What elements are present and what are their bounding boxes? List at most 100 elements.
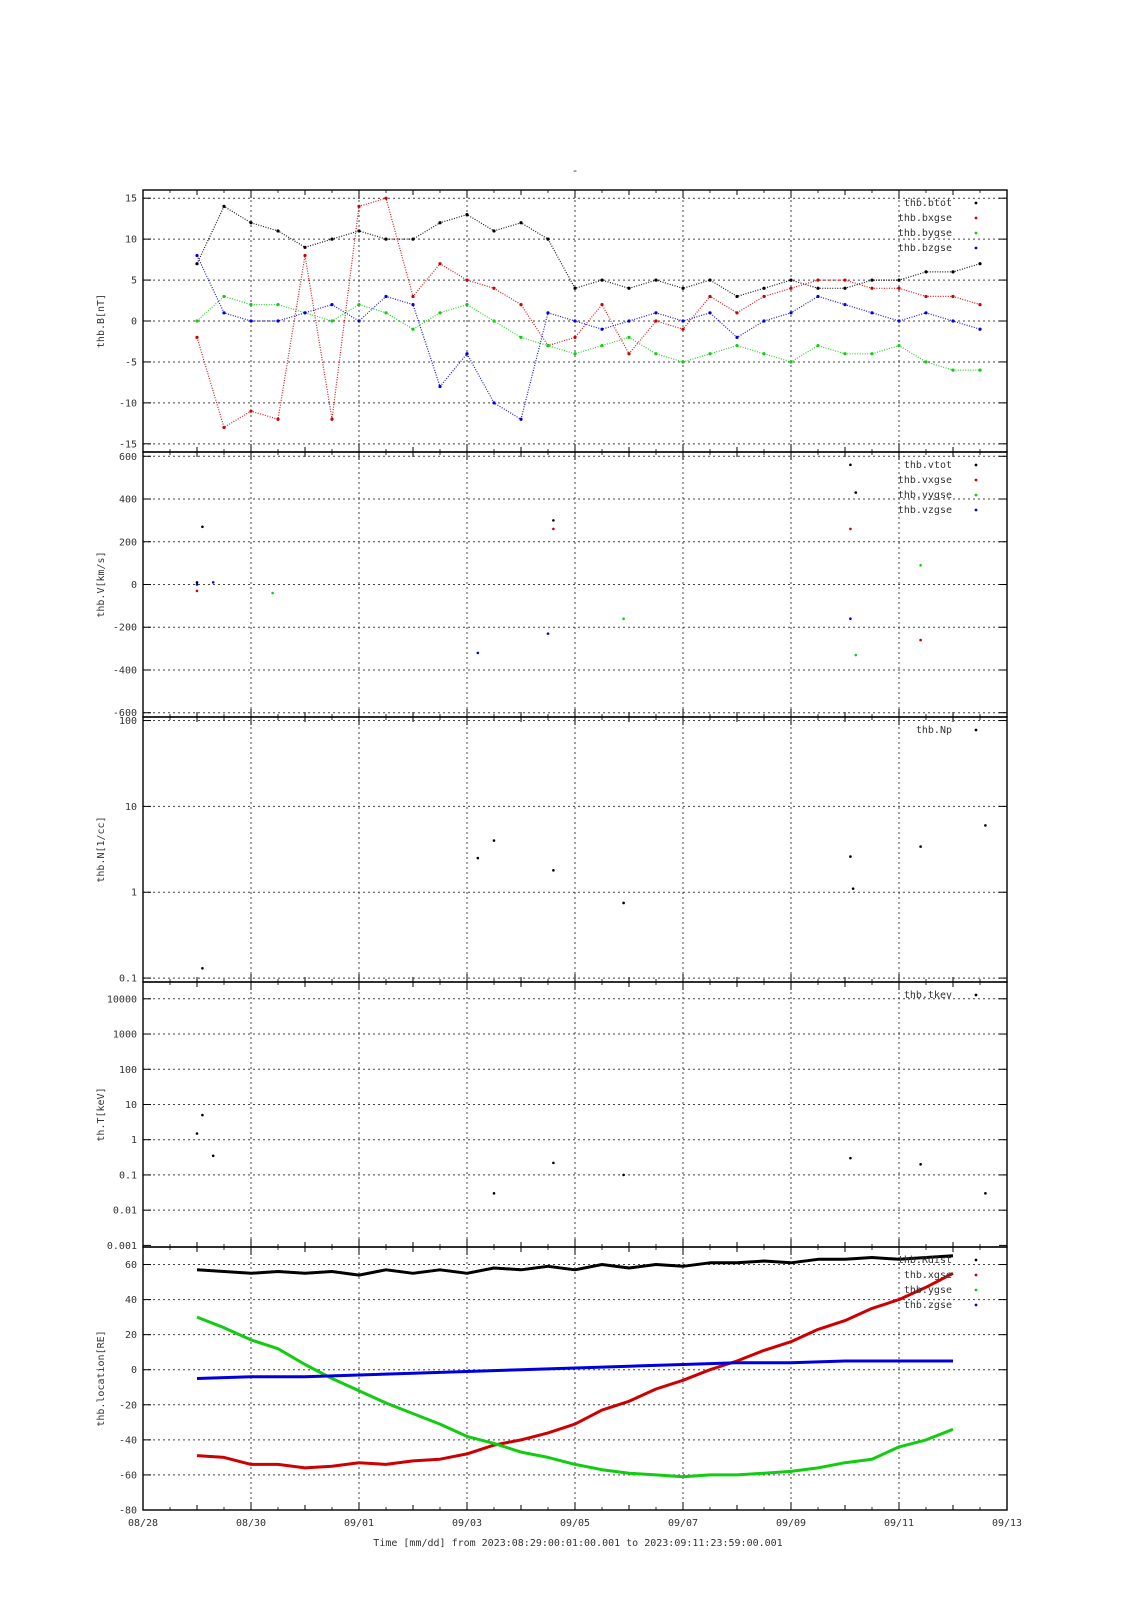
data-point: [870, 286, 874, 290]
data-point: [851, 887, 855, 890]
time-axis-label: Time [mm/dd] from 2023:08:29:00:01:00.00…: [373, 1538, 782, 1549]
data-point: [357, 229, 361, 233]
data-point: [897, 343, 901, 348]
data-point: [951, 270, 955, 274]
data-point: [384, 237, 388, 241]
data-point: [854, 491, 858, 494]
data-point: [552, 869, 555, 872]
legend-marker-thb.bxgse: [974, 216, 978, 220]
data-point: [411, 327, 415, 331]
y-axis-label: thb.N[1/cc]: [96, 816, 107, 882]
panel-3: 0.1 1 10 100 thb.N[1/cc] thb.Np: [96, 716, 1008, 985]
legend-marker-thb.Np: [974, 728, 978, 732]
y-axis-label: thb.B[nT]: [96, 294, 107, 348]
y-tick-label: 40: [125, 1295, 137, 1306]
data-point: [600, 343, 604, 348]
legend-label-thb.zgse: thb.zgse: [904, 1300, 952, 1311]
panel-data: [195, 196, 982, 430]
data-point: [681, 327, 685, 331]
data-point: [919, 845, 922, 848]
legend-marker-thb.bzgse: [974, 246, 978, 250]
data-point: [897, 319, 901, 323]
data-point: [622, 901, 625, 905]
y-tick-label: 0: [131, 317, 137, 328]
data-point: [195, 583, 199, 586]
y-tick-label: -15: [119, 439, 137, 450]
data-point: [849, 617, 852, 620]
legend-marker-thb.zgse: [974, 1303, 978, 1307]
y-tick-label: -20: [119, 1400, 137, 1411]
y-tick-label: 10: [125, 1100, 137, 1111]
data-point: [849, 1156, 852, 1160]
data-point: [384, 311, 388, 315]
series-line-thb.Rdist: [196, 1254, 954, 1277]
data-point: [276, 417, 280, 421]
panel-data: [201, 824, 987, 970]
data-point: [357, 303, 361, 307]
data-point: [681, 286, 685, 290]
data-point: [600, 278, 604, 282]
y-tick-label: -80: [119, 1506, 137, 1517]
data-point: [843, 286, 847, 290]
data-point: [622, 617, 625, 620]
data-point: [546, 343, 550, 348]
time-axis: 08/28 08/30 09/01 09/03 09/05 09/07 09/09 09/11…: [128, 1518, 1022, 1529]
data-point: [438, 262, 442, 266]
data-point: [476, 651, 480, 655]
data-point: [978, 303, 982, 307]
data-point: [492, 1192, 496, 1195]
y-tick-label: 200: [119, 537, 137, 548]
data-point: [465, 303, 469, 307]
legend-marker-thb.tkev: [974, 993, 978, 997]
data-point: [762, 286, 766, 290]
data-point: [978, 327, 982, 331]
data-point: [816, 286, 820, 290]
data-point: [843, 352, 847, 356]
data-point: [816, 343, 820, 348]
data-point: [411, 303, 415, 307]
panel-data: [196, 1254, 954, 1479]
data-point: [951, 368, 955, 372]
data-point: [195, 319, 199, 323]
data-point: [276, 229, 280, 233]
series-trace-thb.bygse: [196, 295, 980, 371]
data-point: [201, 966, 204, 970]
y-tick-label: 0.1: [119, 1170, 137, 1181]
y-tick-label: 0: [131, 580, 137, 591]
legend-label-thb.tkev: thb.tkev: [904, 990, 952, 1001]
data-point: [492, 319, 496, 323]
data-point: [546, 237, 550, 241]
data-point: [519, 417, 523, 421]
data-point: [924, 270, 928, 274]
data-point: [411, 294, 415, 299]
series-line-thb.xgse: [196, 1271, 954, 1470]
series-thb.xgse: [196, 1271, 954, 1470]
panel-data: [195, 463, 922, 657]
data-point: [195, 262, 199, 266]
data-point: [951, 319, 955, 323]
data-point: [951, 294, 955, 299]
data-point: [897, 286, 901, 290]
data-point: [201, 1113, 204, 1117]
legend-marker-thb.bygse: [974, 231, 978, 235]
data-point: [552, 1161, 555, 1165]
legend-label-thb.vzgse: thb.vzgse: [898, 505, 952, 516]
data-point: [384, 196, 388, 200]
series-trace-thb.bzgse: [196, 255, 981, 421]
panel-1: -15 -10 -5 0 5 10 15 thb.B[nT] thb.btot thb.bxgse…: [96, 189, 1008, 453]
data-point: [984, 824, 987, 827]
series-trace-thb.bxgse: [196, 197, 981, 429]
data-point: [249, 319, 253, 323]
series-line-thb.zgse: [196, 1359, 953, 1380]
y-tick-label: 1000: [113, 1030, 137, 1041]
data-point: [573, 335, 577, 339]
data-point: [546, 632, 550, 635]
legend-label-thb.ygse: thb.ygse: [904, 1285, 952, 1296]
data-point: [843, 303, 847, 307]
data-point: [735, 294, 739, 299]
y-tick-label: 0.01: [113, 1206, 137, 1217]
y-tick-label: 15: [125, 194, 137, 205]
data-point: [924, 311, 928, 315]
data-point: [573, 352, 577, 356]
data-point: [465, 278, 469, 282]
